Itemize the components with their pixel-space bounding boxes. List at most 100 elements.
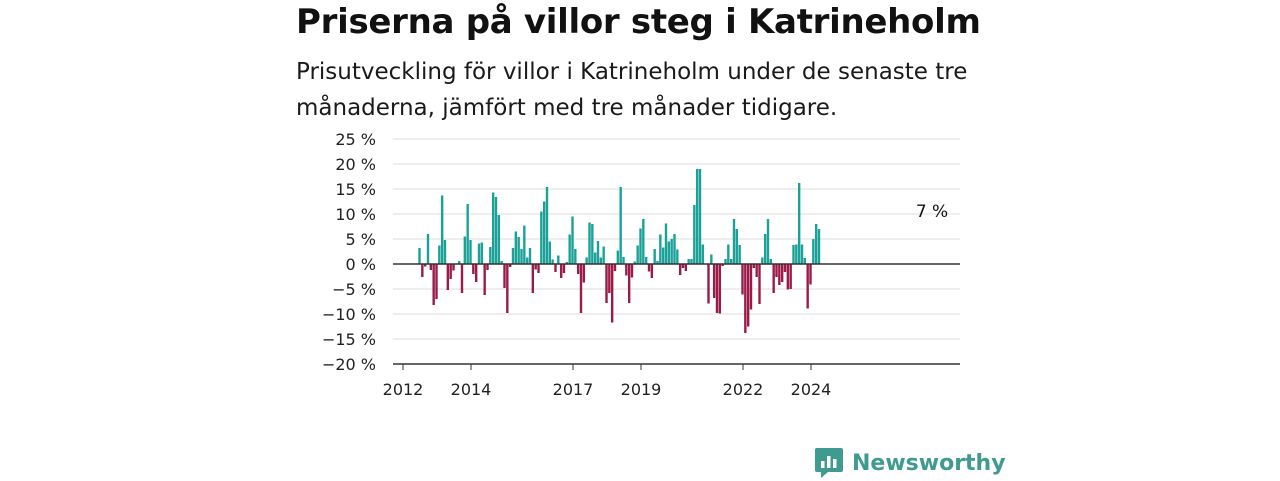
bar: [449, 264, 452, 279]
bar: [582, 264, 586, 283]
x-tick-label: 2012: [383, 380, 424, 399]
bar: [718, 264, 722, 314]
bar: [508, 264, 512, 267]
bar: [494, 197, 498, 264]
bar: [795, 244, 798, 264]
bar: [653, 249, 656, 264]
bar: [608, 264, 611, 293]
page-subtitle: Prisutveckling för villor i Katrineholm …: [296, 59, 968, 121]
bar: [523, 225, 526, 264]
bar: [792, 245, 795, 264]
y-tick-label: −20 %: [322, 355, 376, 374]
bar: [797, 183, 801, 264]
bar: [625, 264, 628, 276]
bar: [721, 264, 724, 266]
bar: [514, 231, 518, 264]
bar: [554, 264, 557, 272]
bar: [647, 264, 651, 272]
bar: [622, 257, 625, 264]
bar: [593, 252, 597, 264]
bar: [491, 192, 495, 264]
bar: [659, 234, 662, 264]
bar: [466, 204, 469, 264]
bar: [568, 234, 571, 264]
bar: [619, 187, 622, 264]
newsworthy-logo-icon: [815, 448, 843, 478]
bar: [616, 250, 620, 264]
y-tick-label: 25 %: [335, 130, 376, 149]
bar: [531, 264, 535, 293]
bar: [520, 249, 523, 264]
bar: [426, 234, 430, 264]
x-tick-label: 2014: [451, 380, 492, 399]
bar: [775, 264, 778, 277]
bar: [525, 257, 529, 264]
x-tick-label: 2019: [621, 380, 662, 399]
bar: [684, 264, 688, 271]
bar: [559, 264, 563, 278]
bar: [780, 264, 784, 282]
y-tick-label: −15 %: [322, 330, 376, 349]
bar: [633, 261, 637, 264]
bar: [678, 264, 682, 275]
bar: [769, 259, 773, 264]
bar: [500, 261, 503, 264]
bar: [432, 264, 435, 305]
bar: [503, 264, 506, 288]
bar: [783, 264, 787, 272]
bar: [738, 245, 741, 264]
bar: [477, 243, 481, 264]
axes: [393, 263, 960, 370]
bar: [772, 264, 775, 293]
bar: [729, 259, 733, 264]
bar: [497, 215, 501, 264]
bar: [605, 264, 608, 303]
bar: [661, 247, 665, 264]
bar: [630, 264, 634, 278]
bar: [732, 219, 736, 264]
y-tick-label: 20 %: [335, 155, 376, 174]
bar: [642, 219, 645, 264]
bar: [650, 264, 654, 278]
bar: [814, 224, 818, 264]
bar: [735, 229, 739, 264]
bar: [602, 246, 605, 264]
bar: [803, 258, 807, 264]
bar: [418, 248, 421, 264]
bar: [746, 264, 750, 327]
bar: [701, 244, 705, 264]
bar: [534, 264, 537, 270]
bar: [486, 264, 489, 270]
bar: [421, 264, 424, 277]
bar: [670, 239, 673, 264]
brand-logo: Newsworthy: [814, 445, 1006, 481]
bar: [707, 264, 710, 304]
last-value-annotation: 7 %: [916, 202, 948, 222]
bar: [460, 264, 464, 293]
bar: [806, 264, 809, 309]
bar: [610, 264, 614, 323]
tick-labels: 25 % 20 % 15 % 10 % 5 % 0 % −5 % −10 % −15 % −20 …: [322, 130, 948, 399]
bar: [474, 264, 478, 282]
bar: [789, 264, 792, 289]
bar: [435, 264, 438, 299]
bar: [644, 257, 648, 264]
x-tick-label: 2017: [553, 380, 594, 399]
bar: [452, 264, 455, 271]
bar: [741, 264, 744, 295]
bar: [636, 245, 639, 264]
bar: [463, 236, 467, 264]
bar: [800, 244, 804, 264]
bar: [489, 247, 492, 264]
bar: [557, 255, 560, 264]
bar: [681, 264, 685, 268]
bar: [506, 264, 509, 313]
y-tick-label: 0 %: [346, 255, 376, 274]
bar: [540, 211, 543, 264]
bar: [591, 224, 594, 264]
bar: [438, 245, 441, 264]
bar: [585, 257, 588, 264]
page-title: Priserna på villor steg i Katrineholm: [296, 2, 981, 42]
bar: [446, 264, 450, 290]
bar: [576, 264, 580, 274]
